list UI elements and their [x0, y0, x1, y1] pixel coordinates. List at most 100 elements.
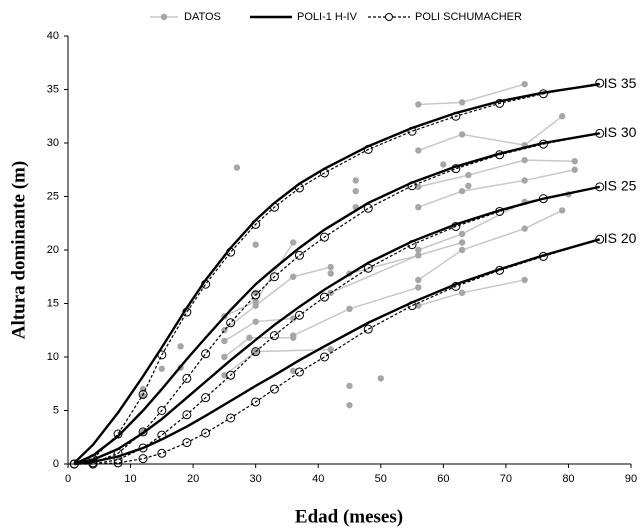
y-tick-label: 5: [53, 404, 59, 416]
model-marker: [363, 263, 373, 273]
model-marker: [407, 301, 417, 311]
model-marker: [251, 290, 261, 300]
curve-label: IS 35: [604, 75, 637, 91]
x-tick-label: 40: [312, 473, 324, 485]
legend-label: DATOS: [184, 11, 221, 23]
legend-symbol: [160, 13, 168, 21]
model-marker: [319, 232, 329, 242]
x-tick-label: 70: [500, 473, 512, 485]
model-marker: [595, 234, 605, 244]
model-marker: [495, 265, 505, 275]
model-marker: [182, 410, 192, 420]
model-marker: [251, 397, 261, 407]
model-marker: [69, 459, 79, 469]
model-marker: [269, 384, 279, 394]
data-point: [221, 371, 228, 379]
data-point: [465, 171, 472, 179]
model-marker: [495, 150, 505, 160]
model-marker: [138, 427, 148, 437]
data-point: [458, 239, 466, 246]
model-marker: [294, 250, 304, 260]
model-marker: [294, 367, 304, 377]
model-marker: [294, 183, 304, 193]
model-marker: [319, 352, 329, 362]
model-marker: [157, 406, 167, 415]
model-marker: [495, 206, 505, 216]
model-marker: [251, 219, 261, 229]
data-point: [221, 353, 228, 361]
model-marker: [451, 164, 461, 174]
model-marker: [226, 247, 236, 257]
model-marker: [451, 111, 461, 121]
data-point: [458, 187, 466, 195]
data-point: [558, 207, 566, 214]
model-marker: [182, 438, 192, 448]
model-marker: [138, 389, 148, 399]
model-marker: [226, 370, 236, 380]
model-marker: [138, 443, 148, 453]
model-curve: [74, 238, 601, 466]
data-point: [377, 375, 384, 382]
legend-label: POLI-1 H-IV: [297, 11, 358, 23]
model-marker: [113, 455, 123, 465]
data-point: [465, 182, 472, 189]
y-tick-label: 15: [47, 297, 59, 309]
model-marker: [319, 168, 329, 178]
data-point: [290, 273, 297, 280]
model-marker: [182, 373, 192, 383]
data-point: [352, 187, 359, 195]
data-point: [415, 302, 422, 309]
data-point: [252, 241, 259, 248]
y-tick-label: 35: [47, 83, 59, 95]
model-marker: [113, 429, 123, 439]
data-point: [327, 263, 334, 271]
data-point: [290, 239, 297, 246]
curve-label: IS 30: [604, 124, 637, 140]
model-marker: [201, 428, 211, 438]
data-point: [521, 177, 528, 184]
model-marker: [157, 448, 167, 458]
y-tick-label: 40: [47, 30, 59, 42]
data-point: [233, 164, 241, 171]
model-marker: [363, 144, 373, 154]
y-tick-label: 20: [47, 244, 59, 256]
data-point: [521, 225, 528, 232]
model-marker: [251, 347, 261, 357]
data-point: [458, 246, 466, 254]
model-marker: [269, 202, 279, 212]
x-tick-label: 20: [187, 473, 199, 485]
data-point: [290, 332, 297, 339]
model-marker: [269, 331, 279, 341]
model-curve: [74, 238, 600, 465]
x-tick-label: 0: [65, 473, 71, 485]
data-point: [415, 246, 422, 254]
model-marker: [294, 310, 304, 320]
data-point: [415, 183, 422, 191]
y-axis-title: Altura dominante (m): [8, 161, 29, 339]
data-trajectory: [418, 193, 569, 251]
data-point: [415, 101, 422, 108]
data-point: [415, 147, 422, 154]
model-marker: [538, 251, 548, 261]
data-trajectory: [418, 169, 575, 208]
data-point: [290, 367, 297, 375]
data-point: [290, 315, 297, 322]
x-tick-label: 80: [562, 473, 574, 485]
data-point: [440, 161, 447, 168]
model-marker: [407, 240, 417, 250]
data-point: [458, 99, 466, 106]
data-trajectory: [417, 209, 563, 281]
x-tick-label: 90: [625, 473, 637, 485]
model-marker: [407, 126, 417, 136]
data-point: [352, 177, 359, 184]
data-point: [327, 346, 334, 353]
data-point: [415, 284, 422, 291]
data-point: [458, 131, 466, 138]
model-marker: [595, 78, 605, 88]
data-point: [558, 113, 566, 120]
x-tick-label: 50: [375, 473, 387, 485]
data-point: [252, 302, 259, 309]
data-trajectory: [223, 266, 331, 331]
data-point: [521, 80, 528, 88]
